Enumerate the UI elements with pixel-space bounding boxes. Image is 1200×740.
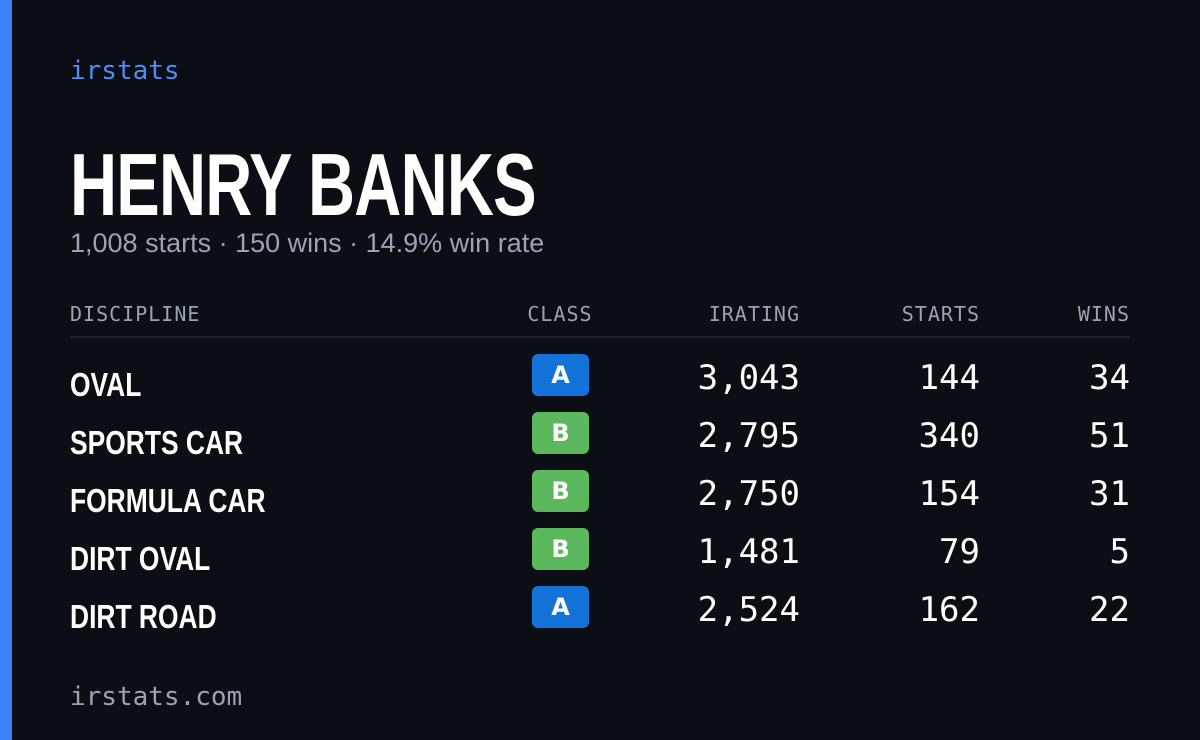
column-header: CLASS bbox=[527, 302, 593, 326]
wins: 5 bbox=[1109, 532, 1130, 572]
summary: 1,008 starts · 150 wins · 14.9% win rate bbox=[70, 228, 545, 258]
discipline: SPORTS CAR bbox=[70, 424, 244, 461]
class-badge: B bbox=[532, 412, 589, 454]
column-header: WINS bbox=[1077, 302, 1130, 326]
starts: 144 bbox=[918, 358, 980, 398]
discipline: OVAL bbox=[70, 366, 142, 403]
wins: 51 bbox=[1089, 416, 1130, 456]
discipline: DIRT ROAD bbox=[70, 598, 217, 635]
column-header: DISCIPLINE bbox=[70, 302, 201, 326]
discipline: FORMULA CAR bbox=[70, 482, 266, 519]
class-badge: B bbox=[532, 470, 589, 512]
starts: 162 bbox=[918, 590, 980, 630]
footer-url: irstats.com bbox=[70, 682, 243, 712]
driver-name: HENRY BANKS bbox=[70, 135, 537, 234]
discipline: DIRT OVAL bbox=[70, 540, 211, 577]
starts: 79 bbox=[939, 532, 980, 572]
wins: 22 bbox=[1089, 590, 1130, 630]
starts: 154 bbox=[918, 474, 980, 514]
class-badge: B bbox=[532, 528, 589, 570]
column-header: IRATING bbox=[708, 302, 800, 326]
brand: irstats bbox=[70, 56, 180, 86]
wins: 34 bbox=[1089, 358, 1130, 398]
irating: 1,481 bbox=[697, 532, 800, 572]
wins: 31 bbox=[1089, 474, 1130, 514]
header-rule bbox=[70, 336, 1130, 338]
class-badge: A bbox=[532, 586, 589, 628]
irating: 2,795 bbox=[697, 416, 800, 456]
irating: 3,043 bbox=[697, 358, 800, 398]
column-header: STARTS bbox=[901, 302, 980, 326]
accent-bar bbox=[0, 0, 12, 740]
irating: 2,524 bbox=[697, 590, 800, 630]
irating: 2,750 bbox=[697, 474, 800, 514]
starts: 340 bbox=[918, 416, 980, 456]
class-badge: A bbox=[532, 354, 589, 396]
